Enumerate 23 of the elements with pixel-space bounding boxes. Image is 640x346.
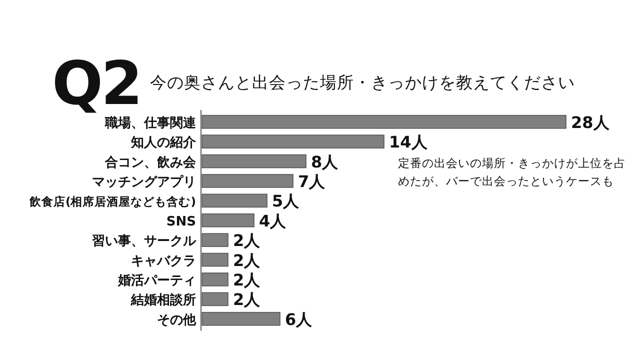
data-label: 4人	[259, 211, 288, 230]
y-tick-label: キャバクラ	[131, 254, 196, 269]
y-tick-label: 結婚相談所	[130, 292, 196, 308]
data-label: 2人	[233, 270, 262, 290]
annotation: 定番の出会いの場所・きっかけが上位を占めたが、バーで出会ったというケースも	[398, 155, 627, 190]
data-label: 6人	[285, 310, 314, 329]
y-tick-label: 婚活パーティ	[117, 273, 196, 288]
data-label: 8人	[311, 152, 340, 172]
y-tick-label: その他	[157, 312, 197, 328]
data-label: 7人	[298, 172, 326, 191]
chart-subtitle: 今の奥さんと出会った場所・きっかけを教えてください	[150, 73, 575, 92]
y-tick-label: 飲食店(相席居酒屋なども含む)	[28, 194, 196, 209]
data-label: 28人	[571, 112, 610, 132]
data-label: 14人	[389, 132, 428, 152]
y-tick-label: マッチングアプリ	[92, 174, 196, 190]
data-label: 2人	[233, 250, 262, 270]
data-label: 2人	[233, 290, 262, 310]
data-label: 5人	[272, 192, 300, 211]
y-tick-label: 知人の紹介	[130, 136, 197, 151]
y-tick-label: SNS	[166, 214, 196, 230]
y-tick-label: 習い事、サークル	[92, 234, 197, 250]
y-tick-label: 合コン、飲み会	[104, 154, 197, 170]
data-label: 2人	[233, 231, 262, 250]
